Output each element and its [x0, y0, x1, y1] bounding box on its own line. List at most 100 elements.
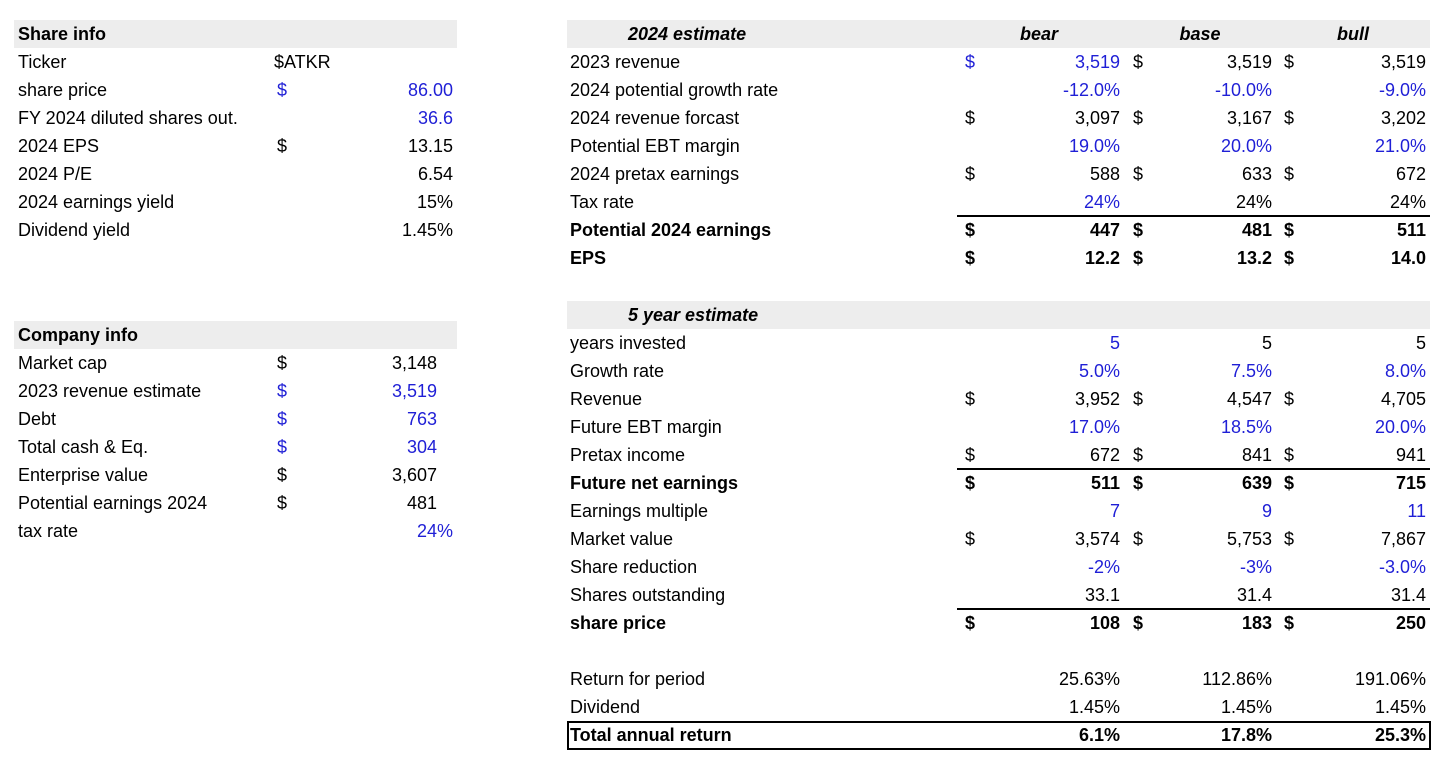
estimate-5yr-label: years invested [570, 333, 687, 353]
returns-label: Total annual return [570, 725, 732, 745]
total-border-line [957, 608, 1430, 610]
returns-value: 1.45% [1374, 697, 1426, 717]
estimate-2024-value: 481 [1241, 220, 1272, 240]
estimate-5yr-value: 5 [1261, 333, 1272, 353]
company-info-symbol: $ [277, 437, 288, 457]
estimate-5yr-value: 5 [1109, 333, 1120, 353]
company-info-value: 763 [406, 409, 437, 429]
scenario-bull: bull [1337, 24, 1369, 44]
company-info-value: 304 [406, 437, 437, 457]
estimate-5yr-label: Growth rate [570, 361, 665, 381]
estimate-5yr-value: 20.0% [1374, 417, 1426, 437]
company-info-title: Company info [18, 325, 138, 345]
returns-value: 25.3% [1374, 725, 1426, 745]
estimate-5yr-label: Shares outstanding [570, 585, 726, 605]
estimate-2024-symbol: $ [965, 164, 976, 184]
share-info-label: 2024 EPS [18, 136, 100, 156]
total-annual-return-box [567, 721, 1431, 750]
estimate-2024-label: 2023 revenue [570, 52, 681, 72]
estimate-2024-symbol: $ [1133, 52, 1144, 72]
estimate-5yr-symbol: $ [1133, 613, 1144, 633]
estimate-5yr-value: 250 [1395, 613, 1426, 633]
estimate-2024-title: 2024 estimate [628, 24, 747, 44]
estimate-2024-label: Potential EBT margin [570, 136, 740, 156]
estimate-2024-symbol: $ [965, 108, 976, 128]
share-info-symbol: $ [277, 136, 288, 156]
estimate-2024-symbol: $ [1284, 164, 1295, 184]
estimate-5yr-label: share price [570, 613, 667, 633]
company-info-label: Total cash & Eq. [18, 437, 149, 457]
estimate-2024-symbol: $ [1133, 248, 1144, 268]
estimate-5yr-value: 33.1 [1084, 585, 1120, 605]
estimate-2024-symbol: $ [1284, 220, 1295, 240]
company-info-header [14, 321, 457, 349]
estimate-2024-value: 672 [1395, 164, 1426, 184]
estimate-2024-value: 3,097 [1074, 108, 1120, 128]
estimate-2024-value: 13.2 [1236, 248, 1272, 268]
share-info-header [14, 20, 457, 48]
share-info-symbol: $ [277, 80, 288, 100]
company-info-label: tax rate [18, 521, 79, 541]
estimate-5yr-title: 5 year estimate [628, 305, 759, 325]
returns-label: Dividend [570, 697, 641, 717]
estimate-5yr-symbol: $ [1284, 529, 1295, 549]
company-info-value: 24% [416, 521, 453, 541]
company-info-label: Debt [18, 409, 57, 429]
estimate-5yr-symbol: $ [1284, 389, 1295, 409]
company-info-symbol: $ [277, 381, 288, 401]
company-info-label: Potential earnings 2024 [18, 493, 208, 513]
estimate-2024-value: 24% [1235, 192, 1272, 212]
estimate-2024-value: 24% [1389, 192, 1426, 212]
estimate-2024-value: 20.0% [1220, 136, 1272, 156]
share-info-value: 15% [416, 192, 453, 212]
estimate-5yr-value: 11 [1407, 501, 1426, 521]
estimate-2024-value: 588 [1089, 164, 1120, 184]
estimate-2024-value: -10.0% [1214, 80, 1272, 100]
estimate-5yr-value: -3% [1239, 557, 1272, 577]
estimate-2024-symbol: $ [965, 220, 976, 240]
share-info-label: Dividend yield [18, 220, 131, 240]
returns-value: 6.1% [1078, 725, 1120, 745]
company-info-label: 2023 revenue estimate [18, 381, 202, 401]
estimate-5yr-label: Revenue [570, 389, 643, 409]
estimate-5yr-symbol: $ [965, 473, 976, 493]
estimate-5yr-value: 941 [1395, 445, 1426, 465]
estimate-5yr-symbol: $ [1133, 473, 1144, 493]
estimate-2024-value: 3,519 [1226, 52, 1272, 72]
estimate-5yr-symbol: $ [965, 389, 976, 409]
share-info-symbol: $ATKR [274, 52, 331, 72]
estimate-2024-value: 14.0 [1390, 248, 1426, 268]
estimate-2024-value: 447 [1089, 220, 1120, 240]
estimate-2024-label: Tax rate [570, 192, 635, 212]
company-info-label: Market cap [18, 353, 108, 373]
estimate-2024-value: -9.0% [1378, 80, 1426, 100]
estimate-5yr-value: 7 [1109, 501, 1120, 521]
share-info-label: 2024 P/E [18, 164, 93, 184]
share-info-value: 36.6 [417, 108, 453, 128]
estimate-5yr-value: 183 [1241, 613, 1272, 633]
estimate-5yr-value: 31.4 [1390, 585, 1426, 605]
estimate-2024-label: 2024 revenue forcast [570, 108, 740, 128]
company-info-value: 3,519 [391, 381, 437, 401]
estimate-5yr-symbol: $ [1284, 473, 1295, 493]
estimate-5yr-value: 672 [1089, 445, 1120, 465]
company-info-symbol: $ [277, 409, 288, 429]
estimate-5yr-symbol: $ [1284, 613, 1295, 633]
estimate-5yr-symbol: $ [965, 613, 976, 633]
estimate-5yr-value: 5,753 [1226, 529, 1272, 549]
estimate-2024-symbol: $ [1133, 220, 1144, 240]
estimate-2024-value: 19.0% [1068, 136, 1120, 156]
estimate-5yr-symbol: $ [1133, 389, 1144, 409]
returns-label: Return for period [570, 669, 706, 689]
estimate-2024-value: 21.0% [1374, 136, 1426, 156]
share-info-value: 1.45% [401, 220, 453, 240]
returns-value: 1.45% [1068, 697, 1120, 717]
company-info-value: 3,148 [391, 353, 437, 373]
estimate-5yr-value: 7,867 [1380, 529, 1426, 549]
returns-value: 112.86% [1202, 669, 1272, 689]
estimate-2024-value: 12.2 [1084, 248, 1120, 268]
returns-value: 17.8% [1220, 725, 1272, 745]
estimate-5yr-label: Earnings multiple [570, 501, 709, 521]
share-info-label: FY 2024 diluted shares out. [18, 108, 238, 128]
estimate-2024-value: 24% [1083, 192, 1120, 212]
